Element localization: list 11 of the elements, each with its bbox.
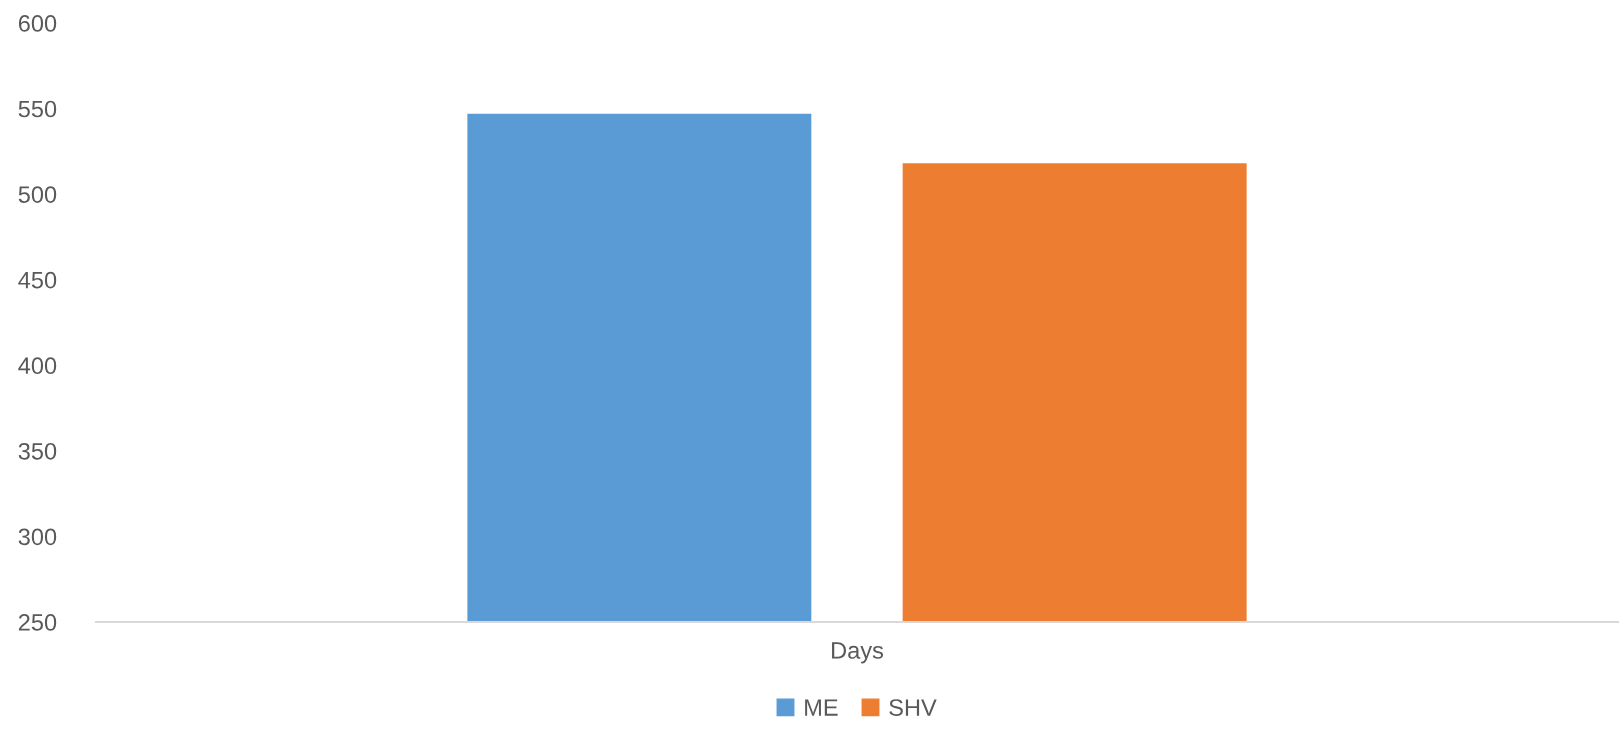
y-tick-label: 550 bbox=[18, 100, 57, 118]
legend-label: SHV bbox=[889, 699, 937, 716]
y-tick-label: 300 bbox=[18, 528, 57, 546]
y-tick-label: 500 bbox=[18, 186, 57, 203]
legend-label: ME bbox=[805, 699, 838, 716]
y-tick-label: 250 bbox=[18, 614, 57, 631]
x-tick-label: Days bbox=[832, 642, 884, 664]
y-tick-label: 350 bbox=[18, 442, 57, 460]
y-tick-label: 600 bbox=[18, 15, 57, 32]
y-tick-label: 450 bbox=[18, 271, 57, 289]
y-tick-label: 400 bbox=[18, 357, 57, 375]
